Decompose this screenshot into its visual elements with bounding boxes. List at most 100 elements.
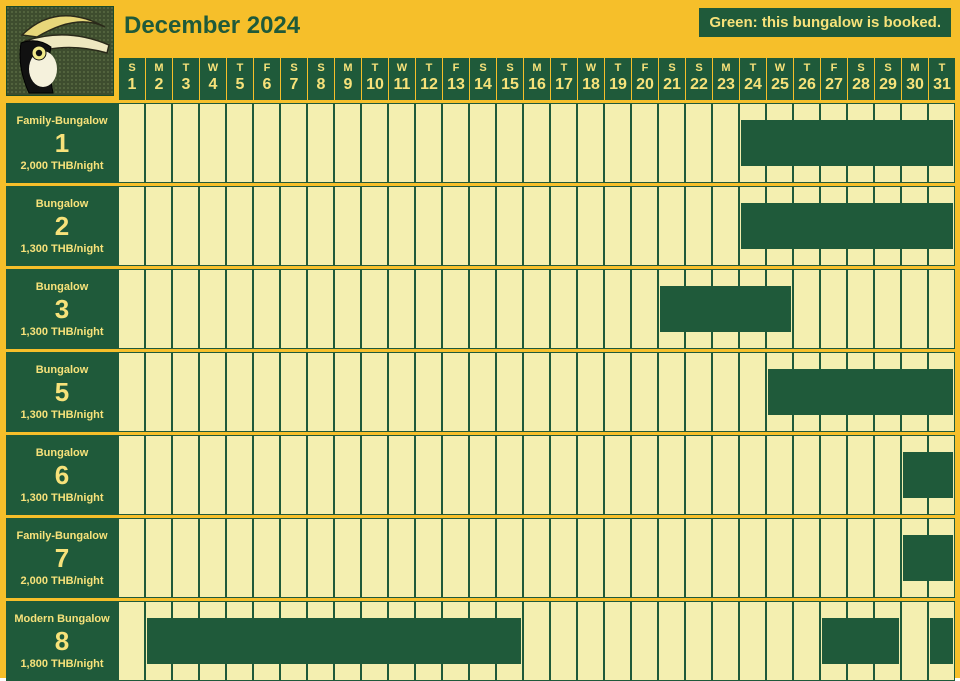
availability-cell[interactable]	[820, 103, 847, 183]
availability-cell[interactable]	[361, 352, 388, 432]
availability-cell[interactable]	[874, 435, 901, 515]
availability-cell[interactable]	[874, 352, 901, 432]
availability-cell[interactable]	[658, 435, 685, 515]
availability-cell[interactable]	[307, 269, 334, 349]
availability-cell[interactable]	[199, 186, 226, 266]
availability-cell[interactable]	[901, 435, 928, 515]
availability-cell[interactable]	[901, 352, 928, 432]
availability-cell[interactable]	[469, 186, 496, 266]
availability-cell[interactable]	[253, 435, 280, 515]
availability-cell[interactable]	[280, 435, 307, 515]
availability-cell[interactable]	[523, 601, 550, 681]
availability-cell[interactable]	[172, 601, 199, 681]
availability-cell[interactable]	[766, 435, 793, 515]
availability-cell[interactable]	[739, 435, 766, 515]
availability-cell[interactable]	[874, 601, 901, 681]
availability-cell[interactable]	[793, 269, 820, 349]
availability-cell[interactable]	[307, 435, 334, 515]
availability-cell[interactable]	[334, 435, 361, 515]
availability-cell[interactable]	[253, 518, 280, 598]
availability-cell[interactable]	[388, 518, 415, 598]
availability-cell[interactable]	[307, 103, 334, 183]
availability-cell[interactable]	[712, 435, 739, 515]
availability-cell[interactable]	[604, 186, 631, 266]
availability-cell[interactable]	[226, 435, 253, 515]
availability-cell[interactable]	[496, 601, 523, 681]
availability-cell[interactable]	[631, 518, 658, 598]
availability-cell[interactable]	[334, 269, 361, 349]
availability-cell[interactable]	[604, 435, 631, 515]
availability-cell[interactable]	[280, 518, 307, 598]
availability-cell[interactable]	[253, 269, 280, 349]
availability-cell[interactable]	[577, 601, 604, 681]
availability-cell[interactable]	[469, 269, 496, 349]
availability-cell[interactable]	[199, 601, 226, 681]
availability-cell[interactable]	[388, 186, 415, 266]
availability-cell[interactable]	[307, 352, 334, 432]
availability-cell[interactable]	[334, 186, 361, 266]
availability-cell[interactable]	[685, 269, 712, 349]
availability-cell[interactable]	[631, 435, 658, 515]
availability-cell[interactable]	[847, 601, 874, 681]
availability-cell[interactable]	[523, 352, 550, 432]
availability-cell[interactable]	[118, 352, 145, 432]
availability-cell[interactable]	[712, 518, 739, 598]
availability-cell[interactable]	[172, 352, 199, 432]
availability-cell[interactable]	[199, 103, 226, 183]
availability-cell[interactable]	[118, 601, 145, 681]
availability-cell[interactable]	[145, 103, 172, 183]
availability-cell[interactable]	[226, 103, 253, 183]
availability-cell[interactable]	[766, 601, 793, 681]
availability-cell[interactable]	[415, 518, 442, 598]
availability-cell[interactable]	[496, 352, 523, 432]
availability-cell[interactable]	[253, 352, 280, 432]
availability-cell[interactable]	[496, 103, 523, 183]
availability-cell[interactable]	[415, 103, 442, 183]
availability-cell[interactable]	[361, 103, 388, 183]
availability-cell[interactable]	[820, 186, 847, 266]
availability-cell[interactable]	[415, 269, 442, 349]
availability-cell[interactable]	[496, 186, 523, 266]
availability-cell[interactable]	[793, 186, 820, 266]
availability-cell[interactable]	[685, 186, 712, 266]
availability-cell[interactable]	[172, 269, 199, 349]
availability-cell[interactable]	[145, 352, 172, 432]
availability-cell[interactable]	[901, 103, 928, 183]
availability-cell[interactable]	[928, 518, 955, 598]
availability-cell[interactable]	[793, 601, 820, 681]
availability-cell[interactable]	[874, 518, 901, 598]
availability-cell[interactable]	[307, 186, 334, 266]
availability-cell[interactable]	[604, 103, 631, 183]
availability-cell[interactable]	[793, 103, 820, 183]
availability-cell[interactable]	[631, 352, 658, 432]
availability-cell[interactable]	[847, 269, 874, 349]
availability-cell[interactable]	[577, 269, 604, 349]
availability-cell[interactable]	[766, 103, 793, 183]
availability-cell[interactable]	[415, 601, 442, 681]
availability-cell[interactable]	[820, 518, 847, 598]
availability-cell[interactable]	[793, 435, 820, 515]
availability-cell[interactable]	[469, 435, 496, 515]
availability-cell[interactable]	[658, 352, 685, 432]
availability-cell[interactable]	[739, 352, 766, 432]
availability-cell[interactable]	[442, 435, 469, 515]
availability-cell[interactable]	[658, 186, 685, 266]
availability-cell[interactable]	[739, 186, 766, 266]
availability-cell[interactable]	[685, 518, 712, 598]
availability-cell[interactable]	[928, 435, 955, 515]
availability-cell[interactable]	[307, 518, 334, 598]
availability-cell[interactable]	[388, 269, 415, 349]
availability-cell[interactable]	[523, 518, 550, 598]
availability-cell[interactable]	[550, 269, 577, 349]
availability-cell[interactable]	[280, 601, 307, 681]
availability-cell[interactable]	[577, 103, 604, 183]
availability-cell[interactable]	[280, 352, 307, 432]
availability-cell[interactable]	[307, 601, 334, 681]
availability-cell[interactable]	[658, 103, 685, 183]
availability-cell[interactable]	[658, 518, 685, 598]
availability-cell[interactable]	[685, 601, 712, 681]
availability-cell[interactable]	[172, 435, 199, 515]
availability-cell[interactable]	[334, 518, 361, 598]
availability-cell[interactable]	[388, 103, 415, 183]
availability-cell[interactable]	[199, 269, 226, 349]
